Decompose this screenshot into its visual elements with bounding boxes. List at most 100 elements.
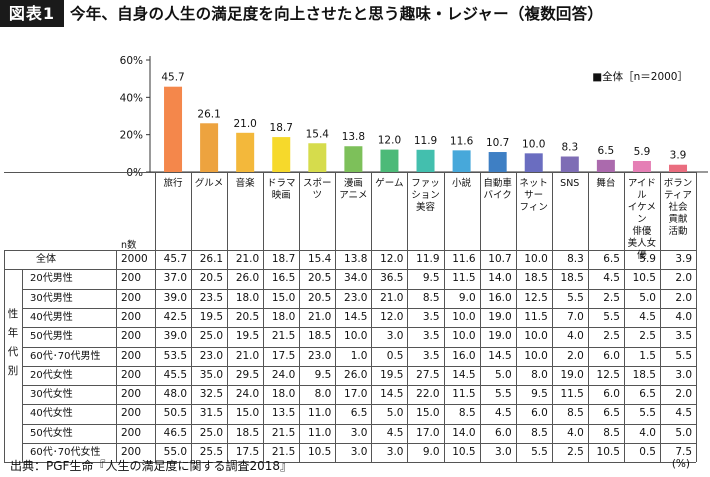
- column-rule: [407, 172, 409, 463]
- table-cell: 8.0: [314, 388, 332, 401]
- column-rule: [155, 172, 156, 463]
- column-rule: [263, 172, 265, 463]
- table-cell: 23.0: [199, 349, 224, 362]
- table-cell: 11.5: [524, 310, 548, 323]
- table-cell: 3.5: [422, 330, 440, 343]
- figure-tag: 図表1: [0, 0, 64, 27]
- table-cell: 6.0: [603, 388, 620, 401]
- table-cell: 39.0: [163, 291, 188, 304]
- table-cell: 8.5: [422, 291, 440, 304]
- table-cell: 11.5: [452, 272, 476, 285]
- table-cell: 4.0: [567, 426, 584, 439]
- column-rule: [335, 172, 337, 463]
- row-label: 40代男性: [30, 311, 73, 323]
- table-cell: 21.5: [271, 426, 296, 439]
- table-cell: 25.0: [199, 330, 224, 343]
- table-cell: 4.0: [675, 310, 693, 323]
- table-cell: 11.5: [560, 388, 584, 401]
- table-cell: 2.0: [675, 388, 693, 401]
- bar-value-label: 18.7: [270, 122, 293, 134]
- table-cell: 4.5: [675, 407, 693, 420]
- table-cell: 14.5: [380, 388, 404, 401]
- n-value: 200: [121, 291, 142, 304]
- table-cell: 10.7: [488, 253, 512, 265]
- bar-value-label: 45.7: [161, 72, 184, 84]
- table-cell: 50.5: [163, 407, 188, 420]
- chart-legend: ■全体［n＝2000］: [592, 69, 688, 84]
- table-cell: 5.5: [531, 446, 548, 458]
- bar: [272, 137, 291, 172]
- bar: [560, 156, 579, 172]
- table-cell: 5.5: [639, 407, 656, 420]
- table-rule: [22, 423, 697, 425]
- header: 図表1 今年、自身の人生の満足度を向上させたと思う趣味・レジャー（複数回答）: [0, 0, 710, 30]
- table-cell: 12.0: [380, 253, 404, 265]
- table-cell: 5.0: [386, 407, 404, 420]
- table-rule: [22, 385, 697, 387]
- table-cell: 4.5: [603, 272, 620, 285]
- n-value: 200: [121, 368, 142, 381]
- table-cell: 9.0: [458, 291, 476, 304]
- legend-text: ■全体［n＝2000］: [592, 71, 688, 83]
- column-rule: [227, 172, 229, 463]
- y-tick-label: 60%: [120, 55, 143, 67]
- row-label: 20代男性: [30, 273, 73, 285]
- n-value: 200: [121, 407, 142, 420]
- bar: [344, 146, 363, 172]
- table-cell: 15.0: [235, 407, 260, 420]
- column-rule: [696, 172, 698, 463]
- table-cell: 9.5: [531, 388, 548, 401]
- n-value: 200: [121, 310, 142, 323]
- table-cell: 3.0: [494, 446, 512, 458]
- bar: [452, 150, 471, 172]
- table-cell: 8.5: [458, 407, 476, 420]
- column-rule: [587, 172, 589, 463]
- row-label: 40代女性: [30, 408, 73, 420]
- table-edge: [22, 269, 23, 463]
- table-cell: 4.5: [639, 310, 656, 323]
- table-cell: 16.0: [488, 291, 512, 304]
- bar-value-label: 21.0: [233, 118, 256, 130]
- table-cell: 13.8: [344, 253, 368, 265]
- table-cell: 4.0: [639, 426, 656, 439]
- table-cell: 3.0: [350, 426, 368, 439]
- table-cell: 10.0: [452, 310, 476, 323]
- row-label: 60代･70代男性: [30, 350, 101, 362]
- table-cell: 3.9: [675, 253, 693, 265]
- column-rule: [551, 172, 553, 463]
- table-cell: 16.5: [271, 272, 296, 285]
- table-rule: [22, 327, 697, 329]
- table-cell: 17.0: [344, 388, 368, 401]
- column-rule: [479, 172, 481, 463]
- bar-value-label: 12.0: [378, 135, 401, 147]
- table-cell: 18.0: [235, 291, 260, 304]
- table-cell: 5.5: [603, 310, 620, 323]
- n-value: 200: [121, 349, 142, 362]
- table-cell: 27.5: [416, 368, 440, 381]
- table-cell: 45.5: [163, 368, 188, 381]
- table-cell: 11.6: [452, 253, 476, 265]
- table-cell: 4.5: [386, 426, 404, 439]
- table-cell: 19.5: [235, 330, 260, 343]
- table-cell: 18.5: [235, 426, 260, 439]
- table-rule: [116, 250, 117, 463]
- table-rule: [22, 307, 697, 309]
- row-label: 20代女性: [30, 369, 73, 381]
- bar: [200, 123, 219, 172]
- bar-value-label: 3.9: [670, 150, 687, 162]
- table-cell: 16.0: [452, 349, 476, 362]
- table-cell: 12.5: [524, 291, 548, 304]
- overall-row-label: 全体: [36, 254, 56, 265]
- table-cell: 5.0: [639, 291, 656, 304]
- table-cell: 9.5: [422, 272, 440, 285]
- table-cell: 25.0: [199, 426, 224, 439]
- table-cell: 18.5: [560, 272, 584, 285]
- table-cell: 8.3: [567, 253, 584, 265]
- table-rule: [22, 404, 697, 406]
- table-cell: 19.0: [560, 368, 584, 381]
- table-cell: 10.0: [524, 253, 548, 265]
- table-cell: 15.4: [307, 253, 332, 265]
- bar-value-label: 26.1: [197, 108, 220, 120]
- table-cell: 3.5: [422, 349, 440, 362]
- table-edge: [4, 250, 5, 463]
